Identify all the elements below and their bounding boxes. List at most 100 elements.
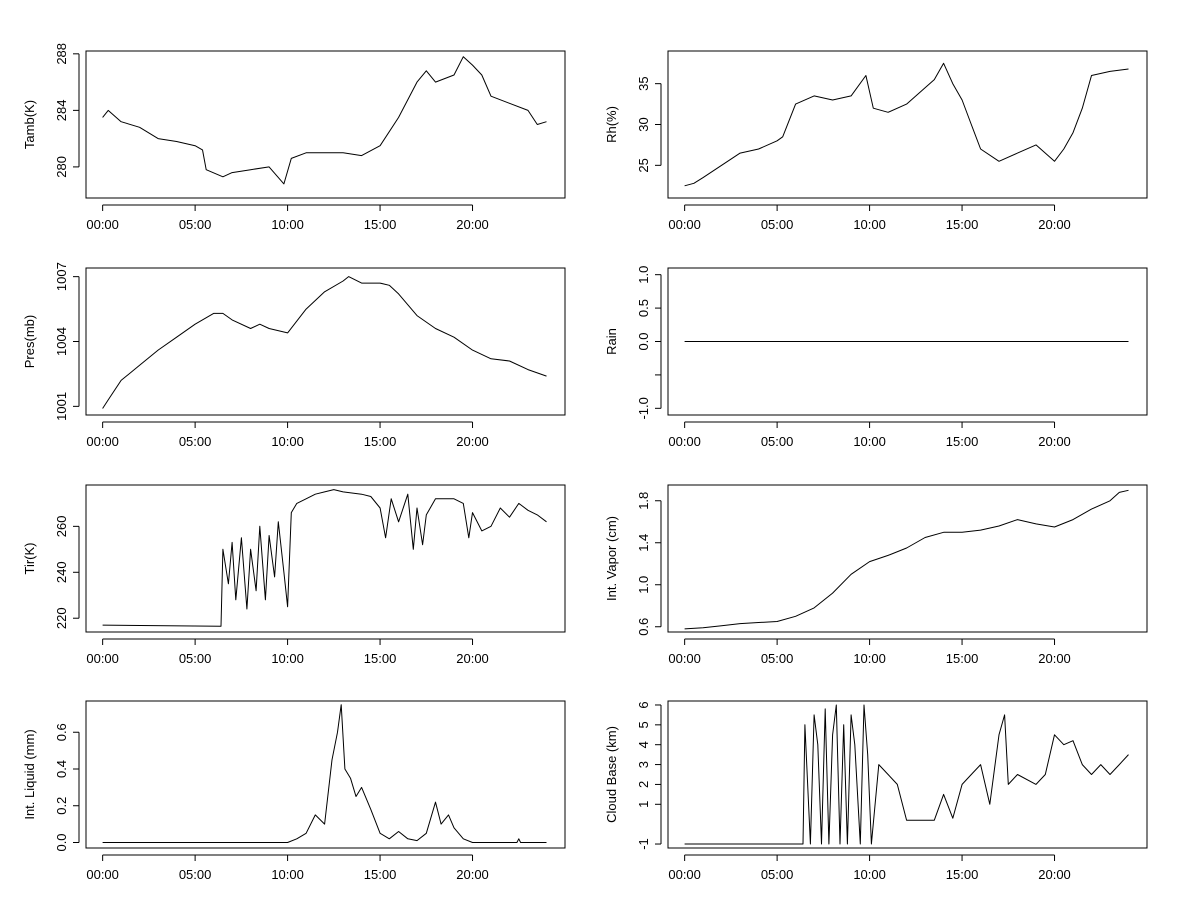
y-tick-label: 30 <box>636 117 651 131</box>
chart-panel-8: 00:00 05:00 10:00 15:00 20:00 -1 1 2 3 4 5 6 Cloud B… <box>604 700 1148 882</box>
x-tick-label: 10:00 <box>853 867 886 882</box>
chart-panel-2: 00:00 05:00 10:00 15:00 20:00 25 30 35 Rh(%) <box>604 50 1148 232</box>
x-tick-label: 15:00 <box>364 867 397 882</box>
y-tick-label: 280 <box>54 156 69 178</box>
x-tick-label: 20:00 <box>1038 434 1071 449</box>
y-tick-label: 0.6 <box>636 618 651 636</box>
y-tick-label: 1001 <box>54 392 69 421</box>
x-tick-label: 10:00 <box>853 651 886 666</box>
x-tick-label: 20:00 <box>1038 651 1071 666</box>
y-tick-label: 240 <box>54 561 69 583</box>
y-tick-label: 1.8 <box>636 492 651 510</box>
chart-panel-5: 00:00 05:00 10:00 15:00 20:00 220 240 260 Tir(K) <box>22 484 566 666</box>
x-tick-label: 15:00 <box>364 217 397 232</box>
series-line <box>684 704 1129 845</box>
plot-frame <box>85 700 566 849</box>
y-tick-label: 3 <box>636 761 651 768</box>
x-tick-label: 05:00 <box>761 651 794 666</box>
y-tick-label: 0.0 <box>54 833 69 851</box>
y-tick-label: 220 <box>54 607 69 629</box>
x-tick-label: 00:00 <box>86 217 119 232</box>
y-tick-label: -1 <box>636 838 651 850</box>
series-line <box>684 62 1129 187</box>
x-tick-label: 20:00 <box>1038 217 1071 232</box>
x-tick-label: 05:00 <box>179 217 212 232</box>
y-axis-title: Int. Vapor (cm) <box>604 516 619 601</box>
y-axis-title: Tamb(K) <box>22 100 37 149</box>
series-line <box>102 489 547 627</box>
plot-frame <box>85 50 566 199</box>
chart-panel-1: 00:00 05:00 10:00 15:00 20:00 280 284 288 Tamb(K… <box>22 43 566 232</box>
y-tick-label: 0.5 <box>636 299 651 317</box>
series-line <box>102 704 547 843</box>
y-tick-label: 1004 <box>54 327 69 356</box>
x-tick-label: 00:00 <box>668 651 701 666</box>
x-tick-label: 05:00 <box>179 867 212 882</box>
x-tick-label: 05:00 <box>761 434 794 449</box>
y-tick-label: 0.0 <box>636 332 651 350</box>
x-tick-label: 00:00 <box>668 867 701 882</box>
y-tick-label: 0.6 <box>54 723 69 741</box>
y-axis-title: Cloud Base (km) <box>604 726 619 823</box>
y-tick-label: 25 <box>636 158 651 172</box>
x-tick-label: 10:00 <box>271 867 304 882</box>
x-tick-label: 00:00 <box>668 434 701 449</box>
x-tick-label: 05:00 <box>179 651 212 666</box>
x-tick-label: 00:00 <box>86 867 119 882</box>
y-axis-title: Rh(%) <box>604 106 619 143</box>
chart-panel-7: 00:00 05:00 10:00 15:00 20:00 0.0 0.2 0.4 0.6 Int… <box>22 700 566 882</box>
y-tick-label: 0.4 <box>54 760 69 778</box>
x-tick-label: 10:00 <box>853 217 886 232</box>
y-tick-label: 6 <box>636 701 651 708</box>
plot-frame <box>667 50 1148 199</box>
plot-frame <box>85 484 566 633</box>
y-axis-title: Int. Liquid (mm) <box>22 729 37 819</box>
chart-panel-4: 00:00 05:00 10:00 15:00 20:00 -1.0 0.0 0.5 1.0 Ra… <box>604 266 1148 449</box>
plot-frame <box>667 700 1148 849</box>
x-tick-label: 05:00 <box>761 867 794 882</box>
plot-frame <box>667 484 1148 633</box>
y-tick-label: 35 <box>636 76 651 90</box>
x-tick-label: 10:00 <box>271 217 304 232</box>
x-tick-label: 15:00 <box>364 651 397 666</box>
series-line <box>684 489 1129 630</box>
plot-frame <box>667 267 1148 416</box>
x-tick-label: 15:00 <box>946 434 979 449</box>
x-tick-label: 00:00 <box>668 217 701 232</box>
y-axis-title: Pres(mb) <box>22 315 37 368</box>
y-axis-title: Rain <box>604 328 619 355</box>
y-tick-label: 2 <box>636 781 651 788</box>
y-tick-label: 1.0 <box>636 266 651 284</box>
y-tick-label: 1.0 <box>636 576 651 594</box>
x-tick-label: 15:00 <box>946 867 979 882</box>
y-tick-label: 288 <box>54 43 69 65</box>
y-tick-label: 1 <box>636 801 651 808</box>
y-tick-label: -1.0 <box>636 397 651 419</box>
x-tick-label: 05:00 <box>761 217 794 232</box>
series-line <box>102 276 547 409</box>
y-tick-label: 1.4 <box>636 534 651 552</box>
x-tick-label: 15:00 <box>946 217 979 232</box>
chart-panel-3: 00:00 05:00 10:00 15:00 20:00 1001 1004 1007 Pre… <box>22 262 566 449</box>
y-tick-label: 1007 <box>54 262 69 291</box>
x-tick-label: 20:00 <box>456 434 489 449</box>
x-tick-label: 05:00 <box>179 434 212 449</box>
x-tick-label: 20:00 <box>456 867 489 882</box>
x-tick-label: 20:00 <box>456 217 489 232</box>
x-tick-label: 10:00 <box>271 651 304 666</box>
x-tick-label: 10:00 <box>853 434 886 449</box>
y-tick-label: 260 <box>54 515 69 537</box>
series-line <box>102 56 547 185</box>
x-tick-label: 00:00 <box>86 651 119 666</box>
x-tick-label: 00:00 <box>86 434 119 449</box>
y-tick-label: 284 <box>54 100 69 122</box>
x-tick-label: 20:00 <box>1038 867 1071 882</box>
x-tick-label: 10:00 <box>271 434 304 449</box>
y-tick-label: 4 <box>636 741 651 748</box>
x-tick-label: 15:00 <box>364 434 397 449</box>
x-tick-label: 15:00 <box>946 651 979 666</box>
y-tick-label: 0.2 <box>54 797 69 815</box>
y-axis-title: Tir(K) <box>22 542 37 574</box>
x-tick-label: 20:00 <box>456 651 489 666</box>
